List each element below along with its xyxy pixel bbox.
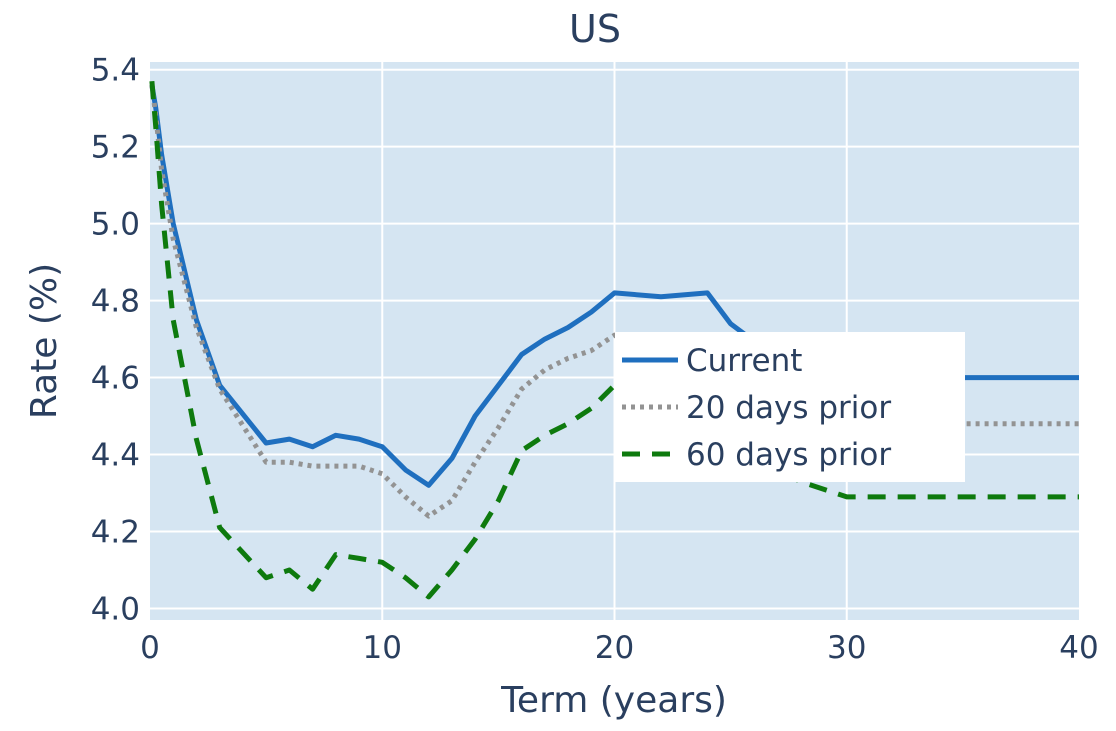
y-tick-label: 4.0	[91, 591, 140, 627]
legend-label-1: Current	[686, 343, 802, 379]
y-tick-label: 4.8	[91, 284, 140, 320]
x-tick-label: 30	[827, 630, 866, 666]
y-tick-label: 5.4	[91, 53, 140, 89]
y-axis-title: Rate (%)	[24, 263, 65, 419]
legend-label-2: 20 days prior	[686, 390, 891, 426]
x-tick-label: 20	[595, 630, 634, 666]
chart-title: US	[569, 7, 621, 51]
x-tick-label: 40	[1059, 630, 1098, 666]
x-tick-label: 10	[363, 630, 402, 666]
y-tick-label: 5.2	[91, 130, 140, 166]
y-tick-label: 4.4	[91, 438, 140, 474]
y-tick-label: 4.2	[91, 514, 140, 550]
legend-background	[615, 332, 965, 482]
x-axis-title: Term (years)	[500, 680, 727, 721]
tick-labels: 0 10 20 30 40 4.0 4.2 4.4 4.6 4.8 5.0 5.2 5.4	[91, 53, 1099, 666]
legend[interactable]: Current 20 days prior 60 days prior	[615, 332, 965, 482]
legend-label-3: 60 days prior	[686, 437, 891, 473]
series-line-1	[149, 84, 1079, 488]
y-tick-label: 5.0	[91, 207, 140, 243]
x-tick-label: 0	[140, 630, 160, 666]
y-tick-label: 4.6	[91, 361, 140, 397]
